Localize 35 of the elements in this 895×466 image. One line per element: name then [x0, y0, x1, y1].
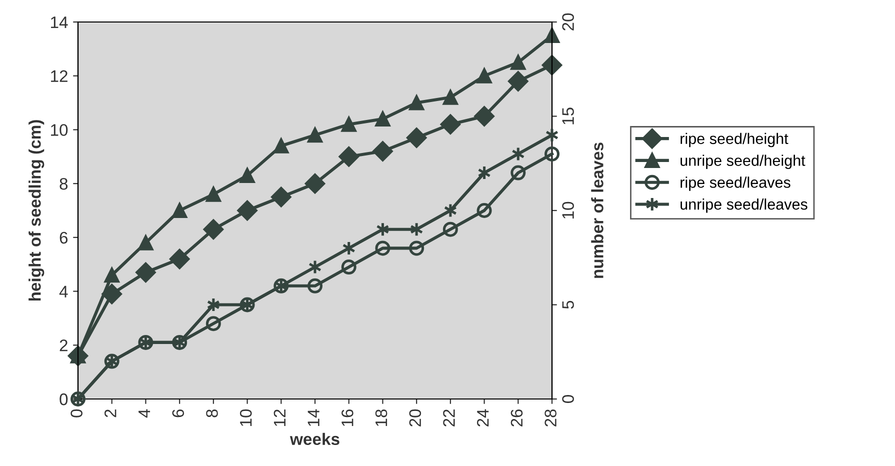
x-tick-label: 22 — [443, 410, 455, 426]
y2-tick-label: 5 — [562, 300, 574, 309]
y2-tick-label: 10 — [562, 202, 574, 218]
legend-label: ripe seed/height — [680, 132, 788, 148]
y-tick-label: 4 — [59, 286, 68, 298]
y-axis-title: height of seedling (cm) — [28, 120, 44, 301]
y-tick-label: 6 — [60, 232, 68, 244]
x-tick-label: 12 — [274, 410, 286, 426]
x-tick-label: 28 — [544, 409, 556, 426]
legend-label: unripe seed/height — [680, 154, 806, 169]
x-tick-label: 20 — [409, 409, 422, 426]
y2-axis-title: number of leaves — [591, 142, 604, 278]
x-tick-label: 26 — [510, 409, 523, 426]
y-tick-label: 8 — [60, 178, 68, 190]
x-tick-label: 2 — [104, 410, 116, 418]
y-tick-label: 14 — [51, 16, 68, 28]
legend-label: unripe seed/leaves — [680, 198, 808, 213]
x-tick-label: 0 — [70, 409, 82, 418]
x-tick-label: 6 — [172, 409, 184, 418]
legend-label: ripe seed/leaves — [680, 176, 790, 191]
x-tick-label: 4 — [138, 409, 150, 418]
y-tick-label: 0 — [60, 393, 68, 406]
x-tick-label: 14 — [308, 409, 320, 426]
y2-tick-label: 0 — [562, 395, 574, 403]
y2-tick-label: 15 — [562, 108, 574, 124]
x-tick-label: 10 — [240, 409, 252, 426]
y2-tick-label: 20 — [562, 13, 574, 30]
y-tick-label: 12 — [51, 70, 68, 82]
y-tick-label: 10 — [51, 124, 68, 136]
y-tick-label: 2 — [60, 340, 68, 352]
x-tick-label: 18 — [375, 409, 388, 426]
x-tick-label: 16 — [342, 409, 354, 426]
x-axis-title: weeks — [290, 432, 340, 446]
x-tick-label: 24 — [476, 409, 489, 426]
x-tick-label: 8 — [206, 409, 218, 418]
